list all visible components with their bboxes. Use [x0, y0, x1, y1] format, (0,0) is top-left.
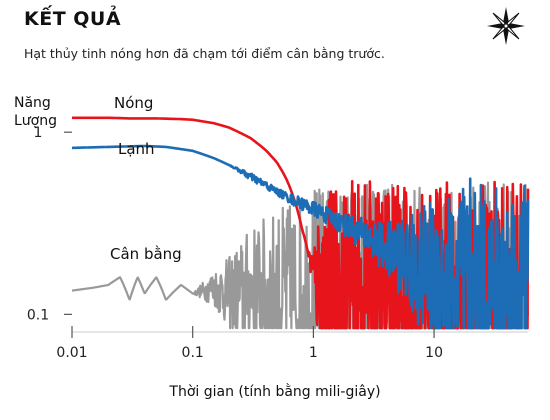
page-title: KẾT QUẢ: [24, 8, 122, 30]
compass-star-icon: [487, 7, 525, 45]
series-label: Nóng: [114, 94, 153, 112]
x-tick-label: 10: [425, 345, 443, 361]
y-axis-label: Năng Lượng: [14, 95, 57, 129]
y-tick-label: 0.1: [27, 307, 49, 323]
series-label: Lạnh: [118, 140, 155, 158]
series-line-2: [71, 144, 530, 330]
x-axis-label: Thời gian (tính bằng mili-giây): [169, 384, 381, 400]
x-tick-label: 0.01: [56, 345, 87, 361]
x-tick-label: 0.1: [182, 345, 204, 361]
x-tick-label: 1: [309, 345, 318, 361]
page-subtitle: Hạt thủy tinh nóng hơn đã chạm tới điểm …: [24, 46, 385, 61]
y-tick-label: 1: [34, 125, 43, 141]
series-label: Cân bằng: [110, 245, 182, 263]
